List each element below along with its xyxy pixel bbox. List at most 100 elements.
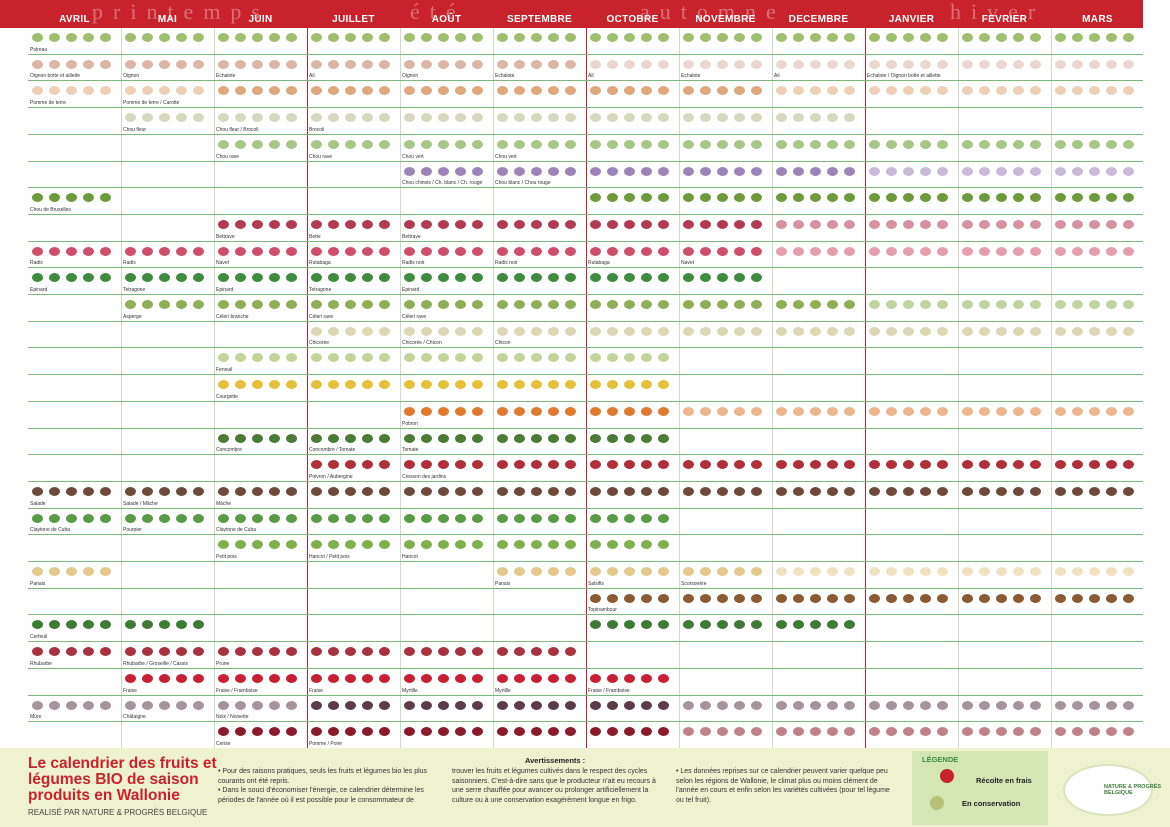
- stored-produce-icon: [930, 796, 944, 810]
- fresh-produce-mark: [311, 59, 322, 69]
- fresh-produce-mark: [565, 433, 576, 443]
- fresh-produce-mark: [252, 33, 263, 42]
- stored-produce-mark: [1030, 567, 1041, 576]
- fresh-produce-mark: [252, 246, 263, 256]
- fresh-produce-mark: [472, 59, 483, 69]
- fresh-produce-mark: [937, 139, 948, 149]
- calendar-subtitle: REALISÉ PAR NATURE & PROGRÈS BELGIQUE: [28, 808, 208, 817]
- fresh-produce-mark: [345, 113, 356, 123]
- fresh-produce-mark: [903, 326, 914, 336]
- stored-produce-mark: [869, 86, 880, 96]
- fresh-produce-mark: [345, 540, 356, 550]
- fresh-produce-mark: [176, 59, 187, 69]
- stored-produce-mark: [1106, 300, 1117, 309]
- fresh-produce-mark: [700, 326, 711, 336]
- fresh-produce-mark: [514, 59, 525, 69]
- stored-produce-mark: [1106, 86, 1117, 96]
- fresh-produce-mark: [497, 326, 508, 336]
- fresh-produce-mark: [362, 273, 373, 283]
- produce-label: Châtaigne: [123, 714, 146, 721]
- stored-produce-mark: [49, 86, 60, 96]
- fresh-produce-mark: [531, 406, 542, 416]
- fresh-produce-mark: [421, 700, 432, 710]
- stored-produce-mark: [1013, 86, 1024, 96]
- fresh-produce-mark: [565, 33, 576, 42]
- calendar-grid: Poireau Oignon botte et aillette Oignon Ech…: [28, 0, 1143, 749]
- fresh-produce-mark: [269, 513, 280, 523]
- fresh-produce-mark: [514, 113, 525, 123]
- fresh-produce-mark: [193, 33, 204, 42]
- stored-produce-mark: [776, 219, 787, 229]
- stored-produce-mark: [1055, 567, 1066, 576]
- fresh-produce-mark: [421, 727, 432, 737]
- fresh-produce-mark: [607, 460, 618, 470]
- fresh-produce-mark: [193, 113, 204, 123]
- fresh-produce-mark: [1055, 193, 1066, 203]
- stored-produce-mark: [1072, 219, 1083, 229]
- stored-produce-mark: [793, 246, 804, 256]
- fresh-produce-mark: [176, 113, 187, 123]
- fresh-produce-mark: [176, 673, 187, 683]
- fresh-produce-mark: [252, 727, 263, 737]
- fresh-produce-mark: [1089, 326, 1100, 336]
- fresh-produce-mark: [497, 86, 508, 96]
- fresh-produce-mark: [624, 273, 635, 283]
- fresh-produce-mark: [717, 219, 728, 229]
- stored-produce-mark: [903, 727, 914, 737]
- fresh-produce-mark: [1030, 193, 1041, 203]
- fresh-produce-mark: [286, 219, 297, 229]
- fresh-produce-mark: [920, 139, 931, 149]
- fresh-produce-mark: [776, 166, 787, 176]
- fresh-produce-mark: [624, 673, 635, 683]
- fresh-produce-mark: [142, 486, 153, 496]
- fresh-produce-mark: [607, 246, 618, 256]
- fresh-produce-mark: [590, 540, 601, 550]
- produce-label: Oignon: [123, 73, 140, 80]
- fresh-produce-mark: [793, 113, 804, 123]
- fresh-produce-mark: [962, 326, 973, 336]
- fresh-produce-mark: [32, 59, 43, 69]
- fresh-produce-mark: [844, 33, 855, 42]
- row-divider: [28, 213, 1143, 215]
- fresh-produce-mark: [472, 380, 483, 390]
- produce-label: Chou blanc / Chou rouge: [495, 180, 551, 187]
- produce-label: Echalote / Oignon botte et aillette: [867, 73, 941, 80]
- fresh-produce-mark: [1072, 593, 1083, 603]
- fresh-produce-mark: [455, 59, 466, 69]
- fresh-produce-mark: [328, 219, 339, 229]
- fresh-produce-mark: [421, 433, 432, 443]
- fresh-produce-mark: [937, 193, 948, 203]
- fresh-produce-mark: [514, 166, 525, 176]
- stored-produce-mark: [810, 700, 821, 710]
- fresh-produce-mark: [514, 727, 525, 737]
- stored-produce-mark: [937, 727, 948, 737]
- fresh-produce-mark: [683, 139, 694, 149]
- fresh-produce-mark: [683, 219, 694, 229]
- fresh-produce-mark: [421, 486, 432, 496]
- fresh-produce-mark: [683, 300, 694, 309]
- fresh-produce-mark: [514, 353, 525, 363]
- fresh-produce-mark: [472, 273, 483, 283]
- fresh-produce-mark: [472, 86, 483, 96]
- fresh-produce-mark: [32, 647, 43, 657]
- fresh-produce-mark: [472, 219, 483, 229]
- fresh-produce-mark: [497, 567, 508, 576]
- stored-produce-mark: [1106, 406, 1117, 416]
- fresh-produce-mark: [751, 139, 762, 149]
- fresh-produce-mark: [49, 59, 60, 69]
- fresh-produce-mark: [810, 300, 821, 309]
- stored-produce-mark: [125, 700, 136, 710]
- row-divider: [28, 694, 1143, 696]
- fresh-produce-mark: [311, 433, 322, 443]
- fresh-produce-mark: [903, 139, 914, 149]
- fresh-produce-mark: [345, 219, 356, 229]
- produce-label: Epinard: [216, 287, 234, 293]
- stored-produce-mark: [1089, 86, 1100, 96]
- fresh-produce-mark: [438, 86, 449, 96]
- produce-label: Prune: [216, 660, 230, 667]
- fresh-produce-mark: [455, 139, 466, 149]
- fresh-produce-mark: [497, 300, 508, 309]
- fresh-produce-mark: [531, 113, 542, 123]
- stored-produce-mark: [776, 727, 787, 737]
- fresh-produce-mark: [641, 620, 652, 630]
